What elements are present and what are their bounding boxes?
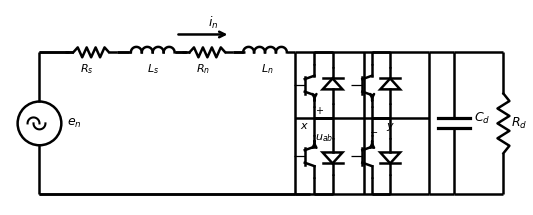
Text: $L_n$: $L_n$: [261, 62, 273, 76]
Text: $L_s$: $L_s$: [147, 62, 159, 76]
Text: $y$: $y$: [386, 121, 395, 134]
Text: $R_n$: $R_n$: [196, 62, 211, 76]
Text: $e_n$: $e_n$: [67, 117, 82, 130]
Text: $R_s$: $R_s$: [80, 62, 94, 76]
Text: $i_n$: $i_n$: [208, 15, 219, 31]
Text: $+$: $+$: [314, 105, 324, 117]
Text: $R_d$: $R_d$: [511, 116, 528, 131]
Text: $C_d$: $C_d$: [474, 111, 490, 126]
Text: $-$: $-$: [369, 126, 378, 136]
Text: $u_{ab}$: $u_{ab}$: [314, 132, 333, 144]
Text: $x$: $x$: [300, 121, 309, 131]
